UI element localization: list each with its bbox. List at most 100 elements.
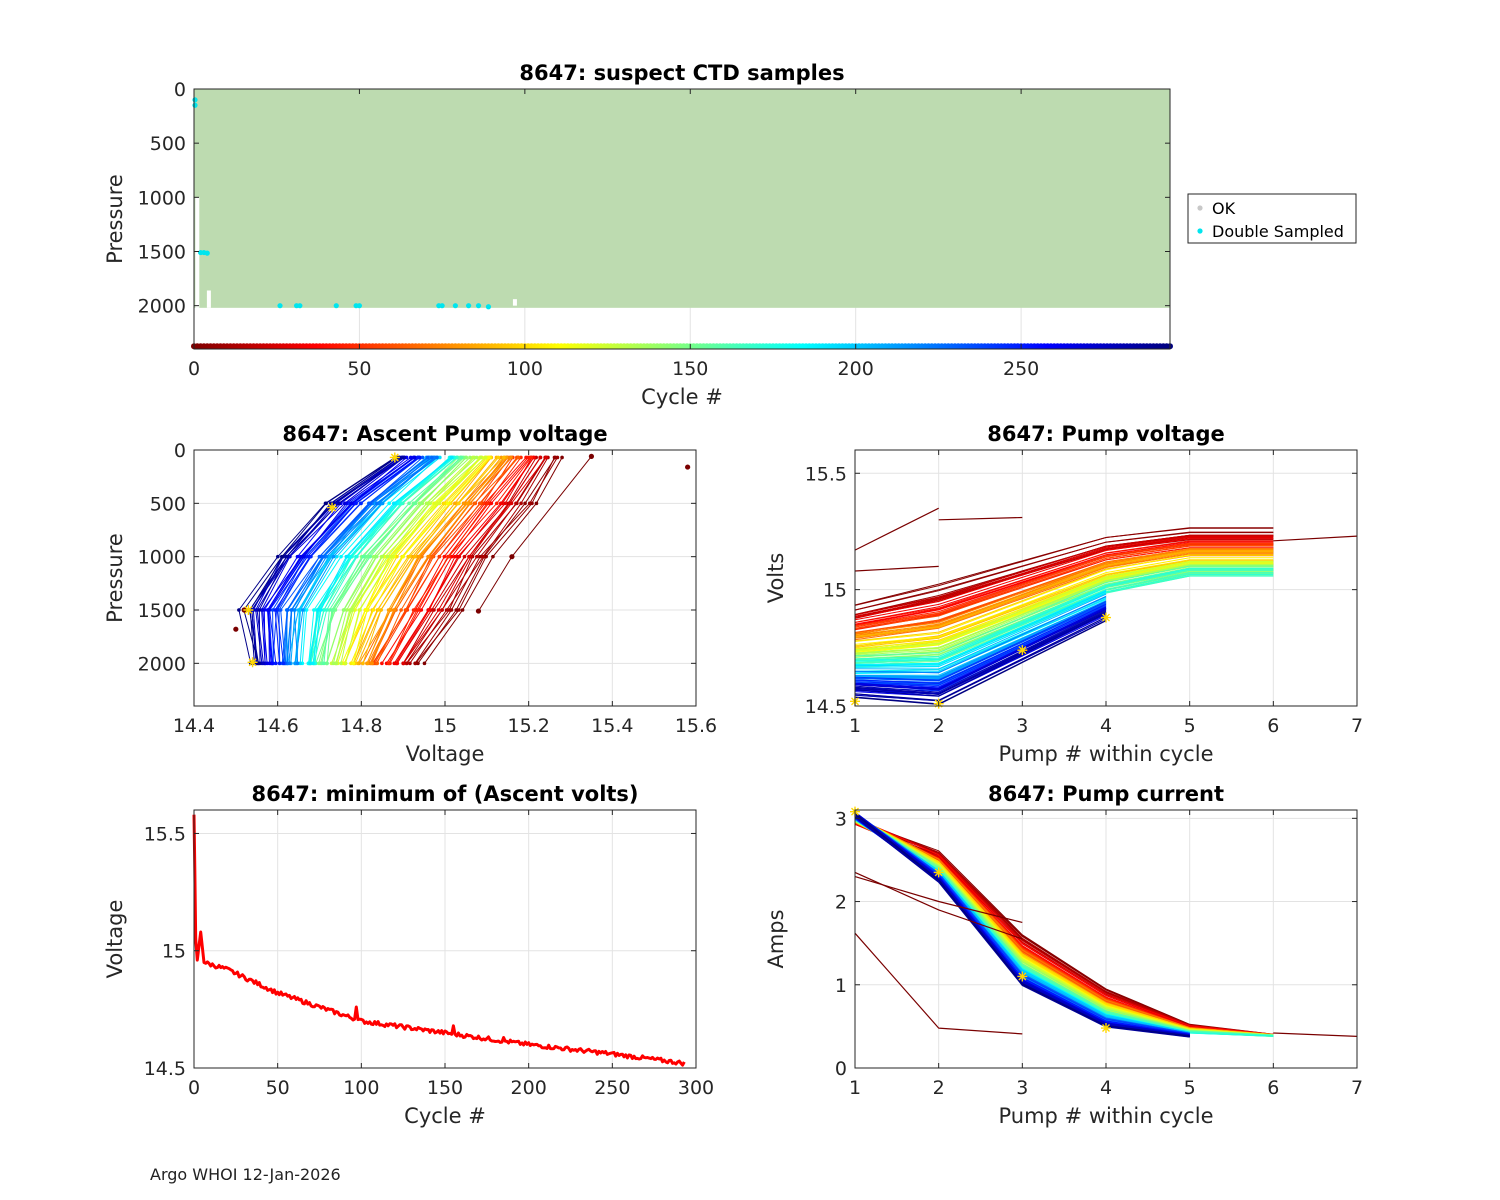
ascent-sample-point [447, 554, 451, 559]
ascent-sample-point [327, 608, 332, 612]
pump-voltage-line [854, 609, 1107, 693]
ascent-sample-point [337, 501, 342, 506]
ascent-sample-point [457, 608, 461, 612]
double-sampled-point [452, 303, 458, 309]
ascent-sample-point [538, 455, 542, 460]
x-axis-label: Pump # within cycle [999, 1104, 1214, 1128]
ascent-sample-point [395, 554, 399, 559]
x-tick-label: 14.6 [257, 715, 299, 737]
ascent-sample-point [422, 661, 427, 666]
ascent-sample-point [484, 554, 488, 559]
ascent-sample-point [296, 608, 301, 612]
y-tick-label: 0 [174, 440, 186, 462]
y-tick-label: 500 [150, 493, 186, 515]
double-sampled-point [333, 303, 339, 309]
x-tick-label: 15 [433, 715, 457, 737]
ascent-sample-point [385, 554, 390, 559]
ascent-sample-point [292, 608, 297, 612]
pump-voltage-outlier-line [854, 507, 939, 551]
x-tick-label: 15.6 [675, 715, 717, 737]
ascent-sample-point [261, 661, 266, 666]
ascent-sample-point [499, 455, 504, 460]
pump-voltage-line [854, 610, 1107, 694]
missing-samples-gap [195, 197, 200, 308]
ascent-sample-point [356, 661, 360, 666]
ascent-sample-point [454, 608, 459, 612]
pump-voltage-line [854, 550, 1274, 637]
double-sampled-point [356, 303, 363, 309]
ascent-sample-point [375, 661, 380, 666]
ascent-outlier-point [233, 626, 239, 632]
ascent-sample-point [544, 455, 548, 460]
ascent-sample-point [425, 455, 430, 460]
ascent-sample-point [361, 554, 365, 559]
ascent-sample-point [413, 554, 417, 559]
y-tick-label: 3 [835, 808, 847, 830]
ascent-sample-point [428, 501, 432, 506]
ascent-sample-point [371, 608, 376, 612]
legend-label: OK [1212, 199, 1236, 218]
ascent-sample-point [281, 661, 286, 666]
ascent-sample-point [331, 554, 336, 559]
pump-voltage-line [854, 540, 1274, 623]
ascent-sample-point [440, 608, 444, 612]
y-axis-label: Amps [764, 909, 788, 968]
ascent-sample-point [430, 554, 435, 559]
double-sampled-point [277, 303, 283, 309]
ascent-sample-point [527, 501, 532, 506]
ascent-sample-point [415, 608, 419, 612]
ascent-sample-point [237, 608, 241, 612]
ascent-sample-point [447, 608, 452, 612]
ascent-sample-point [437, 554, 442, 559]
minimum-voltage-line [192, 814, 686, 1067]
double-sampled-point [466, 303, 472, 309]
ascent-sample-point [407, 554, 412, 559]
pump-voltage-line [854, 600, 1107, 678]
ascent-sample-point [380, 661, 384, 666]
legend: OK Double Sampled [1187, 193, 1357, 244]
pump-current-line [854, 816, 1190, 1038]
chart-title: 8647: Pump voltage [987, 422, 1225, 446]
pump-voltage-line [854, 555, 1274, 641]
ascent-sample-point [534, 501, 539, 506]
ascent-sample-point [472, 501, 477, 506]
ascent-sample-point [408, 661, 412, 666]
double-sampled-point [297, 303, 303, 309]
pump-voltage-line [854, 559, 1274, 647]
ascent-sample-point [420, 455, 425, 460]
ascent-sample-point [457, 501, 461, 506]
pump-voltage-line [854, 534, 1274, 616]
ascent-sample-point [407, 501, 411, 506]
ascent-sample-point [399, 608, 403, 612]
y-tick-label: 2 [835, 892, 847, 914]
ascent-sample-point [457, 554, 462, 559]
pump-current-outlier-line [854, 932, 1023, 1035]
highlight-marker [933, 867, 944, 878]
ascent-sample-point [491, 554, 495, 559]
pump-voltage-line [854, 551, 1274, 638]
x-tick-label: 3 [1016, 1077, 1028, 1099]
x-tick-label: 2 [933, 1077, 945, 1099]
ascent-sample-point [474, 455, 479, 460]
ascent-outlier-line [478, 456, 592, 612]
ascent-sample-point [449, 554, 454, 559]
ascent-sample-point [301, 608, 305, 612]
ascent-sample-point [419, 501, 424, 506]
pump-voltage-line [854, 590, 1107, 667]
y-tick-label: 15.5 [805, 463, 847, 485]
ascent-sample-point [485, 501, 489, 506]
ascent-sample-point [401, 554, 405, 559]
ascent-sample-point [475, 554, 479, 559]
chart-ctd-samples: 0 50 100 150 200 250 0 500 1000 1500 2000 8647: sus… [103, 61, 1357, 409]
ascent-sample-point [322, 608, 326, 612]
ascent-sample-point [298, 661, 303, 666]
pump-voltage-line [854, 601, 1107, 681]
double-sampled-point [192, 97, 198, 103]
ascent-sample-point [308, 661, 312, 666]
y-tick-label: 0 [835, 1058, 847, 1080]
pump-voltage-line [854, 592, 1107, 668]
ascent-sample-point [324, 608, 329, 612]
ascent-sample-point [322, 661, 326, 666]
